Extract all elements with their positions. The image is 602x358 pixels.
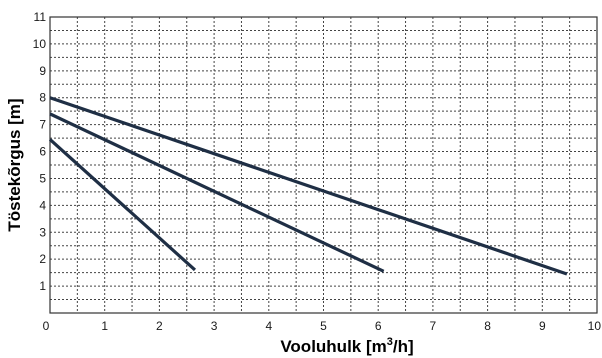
x-tick-label: 8 <box>484 319 491 333</box>
x-axis-title-sup: 3 <box>387 336 393 348</box>
y-tick-label: 11 <box>34 10 47 24</box>
y-tick-label: 6 <box>39 145 46 159</box>
x-tick-label: 5 <box>320 319 327 333</box>
y-tick-label: 9 <box>39 64 46 78</box>
x-tick-label: 3 <box>211 319 218 333</box>
y-tick-label: 2 <box>39 252 46 266</box>
y-tick-label: 7 <box>39 118 46 132</box>
x-tick-label: 6 <box>375 319 382 333</box>
x-axis-title-tail: /h] <box>393 337 414 356</box>
pump-curve-line <box>49 112 385 273</box>
y-tick-label: 3 <box>39 225 46 239</box>
y-tick-label: 5 <box>39 171 46 185</box>
grid-lines <box>50 17 597 313</box>
y-tick-labels: 1 2 3 4 5 6 7 8 9 10 11 <box>33 10 47 293</box>
pump-curve-line <box>48 138 197 272</box>
y-axis-title: Töstekõrgus [m] <box>5 98 24 231</box>
x-tick-label: 4 <box>265 319 272 333</box>
x-axis-title-main: Vooluhulk [m <box>280 337 386 356</box>
x-tick-label: 7 <box>430 319 437 333</box>
x-tick-label: 10 <box>588 319 602 333</box>
y-tick-label: 1 <box>39 279 46 293</box>
pump-curve-line <box>49 96 568 276</box>
plot-frame <box>49 16 598 314</box>
y-tick-label: 4 <box>39 198 46 212</box>
curves <box>48 96 568 276</box>
x-tick-label: 1 <box>101 319 108 333</box>
x-tick-label: 2 <box>156 319 163 333</box>
x-tick-labels: 0 1 2 3 4 5 6 7 8 9 10 <box>43 319 602 333</box>
x-axis-title: Vooluhulk [m3/h] <box>280 336 413 356</box>
y-tick-label: 8 <box>39 91 46 105</box>
y-tick-label: 10 <box>33 37 47 51</box>
x-tick-label: 0 <box>43 319 50 333</box>
x-tick-label: 9 <box>539 319 546 333</box>
